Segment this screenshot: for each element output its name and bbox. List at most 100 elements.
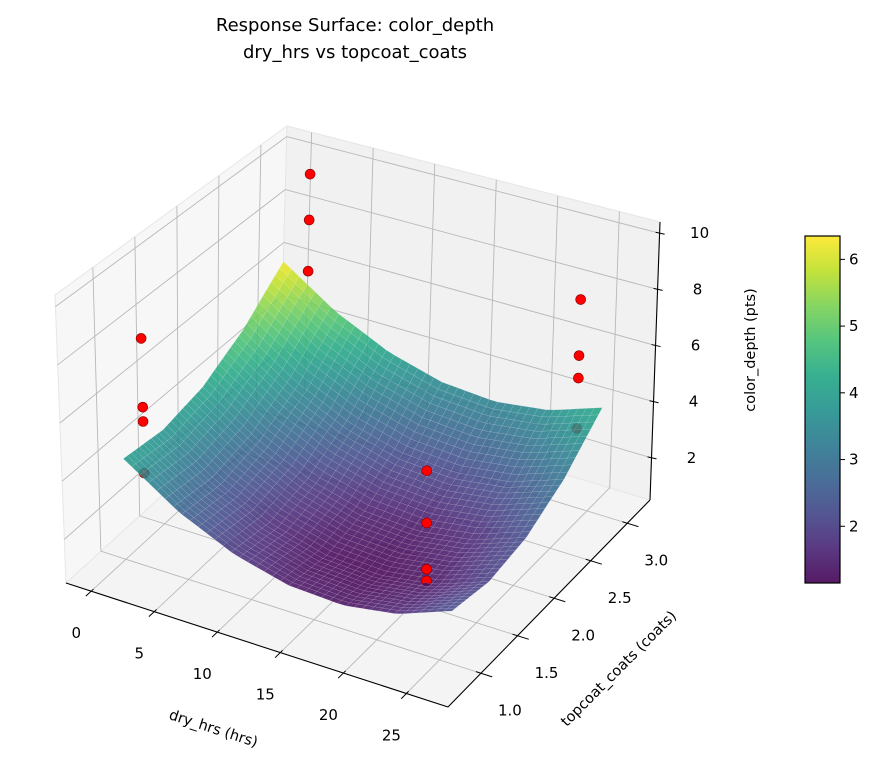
- surface-patch: [242, 343, 256, 358]
- surface-patch: [246, 337, 260, 352]
- surface-patch: [254, 345, 268, 360]
- surface-patch: [250, 389, 264, 404]
- surface-patch: [230, 360, 244, 375]
- surface-patch: [218, 358, 232, 373]
- surface-patch: [514, 537, 527, 543]
- x-tick-mark: [337, 670, 346, 679]
- surface-patch: [495, 559, 509, 565]
- surface-and-points: [122, 168, 603, 614]
- surface-patch: [242, 362, 256, 377]
- data-point: [421, 465, 433, 477]
- y-tick-mark: [475, 671, 493, 678]
- left-grid-line-z: [59, 242, 285, 424]
- surface-patch: [282, 296, 296, 313]
- surface-patch: [222, 410, 236, 423]
- back-grid-line-z: [282, 294, 654, 403]
- z-tick-mark: [655, 231, 665, 235]
- surface-patch: [274, 374, 288, 389]
- surface-patch: [574, 435, 588, 445]
- data-point: [303, 214, 315, 226]
- surface-patch: [234, 392, 248, 407]
- back-grid-line-z: [285, 189, 658, 290]
- y-axis-line: [447, 499, 651, 708]
- surface-patch: [242, 323, 256, 339]
- surface-patch: [195, 423, 208, 437]
- colorbar-tick-label: 3: [849, 451, 859, 469]
- x-tick-mark: [211, 629, 220, 638]
- z-tick-mark: [653, 287, 663, 291]
- surface-patch: [215, 418, 228, 432]
- surface-patch: [443, 607, 457, 612]
- x-tick-label: 5: [134, 645, 144, 663]
- x-tick-label: 25: [382, 726, 401, 744]
- surface-patch: [206, 375, 220, 390]
- surface-patch: [186, 399, 200, 413]
- surface-patch: [563, 457, 576, 466]
- z-tick-label: 4: [689, 393, 699, 411]
- surface-patch: [222, 371, 236, 386]
- colorbar-tick-label: 5: [849, 317, 859, 335]
- surface-patch: [226, 346, 240, 362]
- surface-patch: [536, 502, 550, 509]
- left-grid-line-z: [55, 136, 287, 307]
- surface-patch: [191, 427, 204, 441]
- y-tick-label: 3.0: [644, 551, 668, 569]
- data-point: [137, 401, 149, 413]
- back-grid-line-z: [283, 242, 656, 346]
- surface-patch: [194, 390, 208, 404]
- surface-patch: [487, 568, 501, 574]
- y-tick-mark: [512, 633, 529, 640]
- surface-patch: [122, 455, 136, 467]
- surface-patch: [230, 379, 244, 394]
- left-grid-line-z: [57, 189, 286, 366]
- surface-patch: [582, 421, 595, 430]
- colorbar-tick-label: 6: [849, 250, 859, 268]
- data-point: [304, 168, 316, 180]
- x-axis-line: [65, 582, 449, 708]
- y-tick-mark: [549, 596, 566, 603]
- axis-lines: [65, 221, 665, 708]
- surface-patch: [540, 496, 553, 504]
- surface-patch: [586, 414, 599, 423]
- data-point: [137, 416, 149, 427]
- z-axis-line: [649, 221, 661, 501]
- colorbar-tick-label: 4: [849, 384, 859, 402]
- left-grid-line-y: [92, 267, 102, 552]
- data-point: [421, 563, 432, 575]
- back-grid-line-z: [286, 136, 660, 234]
- surface-patch: [510, 541, 524, 547]
- back-grid-line-x: [609, 211, 620, 488]
- x-tick-label: 20: [319, 706, 338, 724]
- x-tick-mark: [85, 588, 94, 597]
- colorbar: 2 3 4 5 6: [804, 235, 859, 584]
- surface-patch: [151, 449, 165, 461]
- y-tick-label: 2.5: [608, 589, 632, 607]
- surface-patch: [544, 490, 557, 498]
- x-tick-label: 0: [71, 624, 81, 642]
- surface-patch: [275, 268, 288, 284]
- surface-patch: [159, 470, 173, 483]
- chart-title-line-2: dry_hrs vs topcoat_coats: [243, 42, 467, 63]
- surface-patch: [472, 584, 487, 589]
- floor-grid-line-y: [100, 550, 482, 674]
- colorbar-gradient: [804, 235, 841, 584]
- z-tick-mark: [651, 344, 661, 348]
- x-axis-label: dry_hrs (hrs): [167, 707, 260, 751]
- surface-patch: [559, 464, 572, 473]
- y-tick-mark: [585, 558, 602, 565]
- surface-patch: [202, 398, 216, 412]
- surface-patch: [190, 395, 204, 408]
- chart-title-line-1: Response Surface: color_depth: [216, 15, 494, 36]
- surface-patch: [532, 508, 546, 515]
- surface-patch: [246, 316, 260, 332]
- y-tick-label: 2.0: [571, 626, 595, 644]
- x-tick-label: 10: [193, 665, 212, 683]
- surface-patch: [230, 341, 244, 356]
- surface-patch: [214, 363, 228, 378]
- z-tick-mark: [649, 400, 659, 404]
- data-point: [302, 265, 314, 277]
- data-point: [135, 333, 147, 344]
- x-tick-mark: [274, 650, 283, 659]
- surface-patch: [235, 411, 248, 427]
